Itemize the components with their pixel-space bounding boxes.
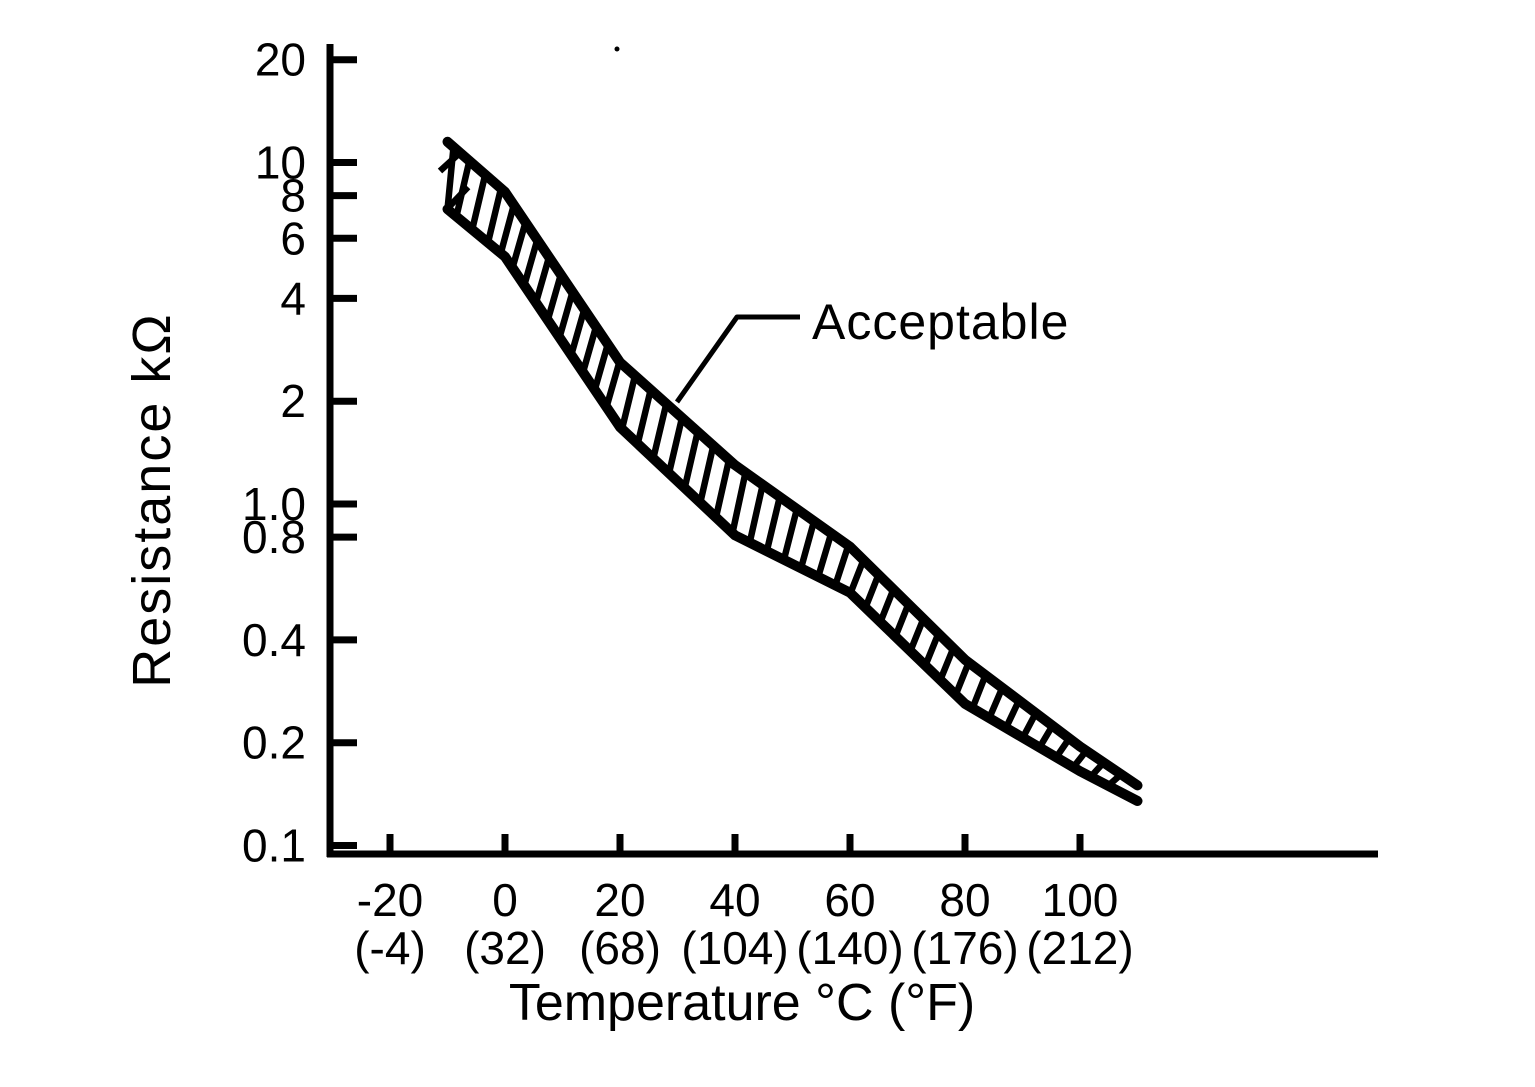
y-tick-label: 4	[280, 272, 306, 324]
x-tick-label-celsius: 0	[492, 874, 518, 926]
x-tick-label-celsius: 20	[594, 874, 645, 926]
x-tick-label-fahrenheit: (104)	[681, 922, 788, 974]
y-axis-title: Resistance kΩ	[122, 312, 182, 688]
annotation-label: Acceptable	[812, 294, 1069, 350]
x-axis-title: Temperature °C (°F)	[509, 974, 975, 1032]
x-tick-label-fahrenheit: (212)	[1026, 922, 1133, 974]
x-axis-ticks: -20(-4) 0(32) 20(68) 40(104) 60(140) 80(176) 1…	[354, 834, 1134, 974]
y-tick-label: 1.0	[242, 478, 306, 530]
x-tick-label-celsius: -20	[357, 874, 423, 926]
band-hatching	[444, 146, 1124, 789]
acceptable-band	[437, 136, 1143, 806]
y-tick-label: 20	[255, 34, 306, 86]
x-tick-label-celsius: 60	[824, 874, 875, 926]
y-tick-label: 6	[280, 212, 306, 264]
y-tick-label: 0.2	[242, 717, 306, 769]
x-tick-label-fahrenheit: (176)	[911, 922, 1018, 974]
x-tick-label-fahrenheit: (32)	[464, 922, 546, 974]
upper-limit-curve	[442, 136, 1143, 791]
y-tick-label: 0.4	[242, 614, 306, 666]
y-tick-label: 0.1	[242, 820, 306, 872]
x-tick-label-celsius: 100	[1042, 874, 1119, 926]
y-tick-label: 10	[255, 137, 306, 189]
lower-limit-curve	[442, 204, 1143, 806]
y-tick-label: 0.8	[242, 511, 306, 563]
x-tick-label-fahrenheit: (-4)	[354, 922, 426, 974]
x-tick-label-celsius: 40	[709, 874, 760, 926]
y-tick-label: 8	[280, 170, 306, 222]
x-tick-label-celsius: 80	[939, 874, 990, 926]
x-tick-label-fahrenheit: (140)	[796, 922, 903, 974]
axes	[326, 44, 1378, 858]
y-tick-label: 2	[280, 375, 306, 427]
x-tick-label-fahrenheit: (68)	[579, 922, 661, 974]
scan-speck	[614, 46, 620, 52]
annotation-leader-line	[674, 314, 800, 404]
